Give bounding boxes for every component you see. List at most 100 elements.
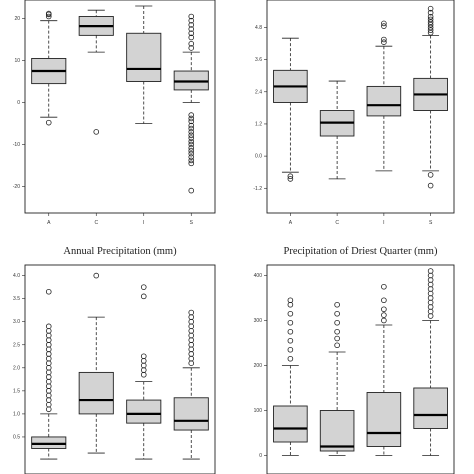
x-tick-label: I [143,220,144,226]
outlier-point [427,172,434,178]
plot-frame [24,0,216,214]
outlier-point [381,283,387,290]
outlier-point [140,353,147,360]
outlier-point [427,299,434,306]
y-tick-label: 20 [14,16,20,22]
box-I [126,284,162,460]
outlier-point [427,295,434,301]
outlier-point [45,332,52,339]
outlier-point [188,337,195,343]
outlier-point [287,355,294,362]
outlier-point [188,360,195,366]
outlier-point [45,346,52,353]
outlier-point [334,301,340,308]
outlier-point [188,351,195,357]
outlier-point [188,341,195,348]
outlier-point [188,157,195,164]
box-iqr [31,436,67,449]
outlier-point [427,21,434,28]
y-tick-label: 0.5 [13,434,20,440]
x-tick-label: S [429,220,433,226]
outlier-point [334,335,340,342]
outlier-point [188,135,195,141]
outlier-point [427,313,434,319]
outlier-point [45,397,52,403]
box-S [173,13,209,194]
outlier-point [188,13,195,20]
outlier-point [427,16,434,23]
box-A [273,297,308,456]
outlier-point [427,24,434,31]
outlier-point [334,310,340,317]
outlier-point [45,328,52,334]
outlier-point [427,277,434,283]
outlier-point [45,323,52,330]
x-tick-label: C [94,220,98,226]
outlier-point [188,125,195,132]
outlier-point [45,374,52,380]
outlier-point [427,286,434,292]
outlier-point [45,383,52,390]
box-A [31,288,67,460]
panel-2: 4.8 3.6 2.4 1.2 0.0 -1.2 A C I S [253,0,455,226]
y-tick-label: 300 [254,318,263,324]
outlier-point [45,369,52,376]
outlier-point [334,319,340,326]
y-tick-label: 2.5 [13,342,20,348]
y-tick-label: 0.0 [255,154,262,160]
outlier-point [427,281,434,288]
outlier-point [188,141,195,148]
y-tick-label: 1.5 [13,388,20,394]
outlier-point [427,308,434,315]
box-iqr [126,32,162,82]
outlier-point [188,147,195,154]
outlier-point [381,36,387,43]
box-S [173,309,209,460]
outlier-point [287,301,294,308]
outlier-point [188,355,195,362]
box-A [273,37,308,182]
outlier-point [140,293,147,300]
y-tick-label: 0 [259,453,262,459]
y-tick-label: 3.5 [13,296,20,302]
y-tick-label: 4.0 [13,273,20,279]
outlier-point [287,173,294,180]
outlier-point [427,19,434,25]
box-iqr [126,399,162,424]
outlier-point [45,392,52,399]
outlier-point [93,129,100,135]
outlier-point [188,26,195,32]
y-tick-label: -1.2 [253,186,262,192]
outlier-point [188,328,195,334]
x-tick-label: I [383,220,384,226]
outlier-point [287,176,294,182]
box-C [78,272,114,454]
outlier-point [287,310,294,317]
outlier-point [287,297,294,304]
box-I [366,20,402,172]
plot-frame [266,0,455,214]
box-iqr [173,397,209,431]
outlier-point [381,39,387,45]
y-tick-label: 1.2 [255,121,262,127]
outlier-point [45,378,52,385]
outlier-point [140,367,147,373]
box-S [413,5,448,189]
box-iqr [78,371,114,415]
outlier-point [45,406,52,413]
outlier-point [188,346,195,353]
outlier-point [381,297,387,304]
outlier-point [45,360,52,366]
outlier-point [45,355,52,362]
outlier-point [427,30,434,36]
y-tick-label: 400 [254,273,263,279]
outlier-point [188,154,195,160]
outlier-point [188,318,195,325]
y-tick-label: 200 [254,363,263,369]
outlier-point [140,371,147,378]
outlier-point [427,290,434,297]
outlier-point [45,13,52,20]
panel-1: 20 10 0 -10 -20 A C I S [13,0,216,226]
outlier-point [188,314,195,320]
y-tick-label: 1.0 [13,411,20,417]
